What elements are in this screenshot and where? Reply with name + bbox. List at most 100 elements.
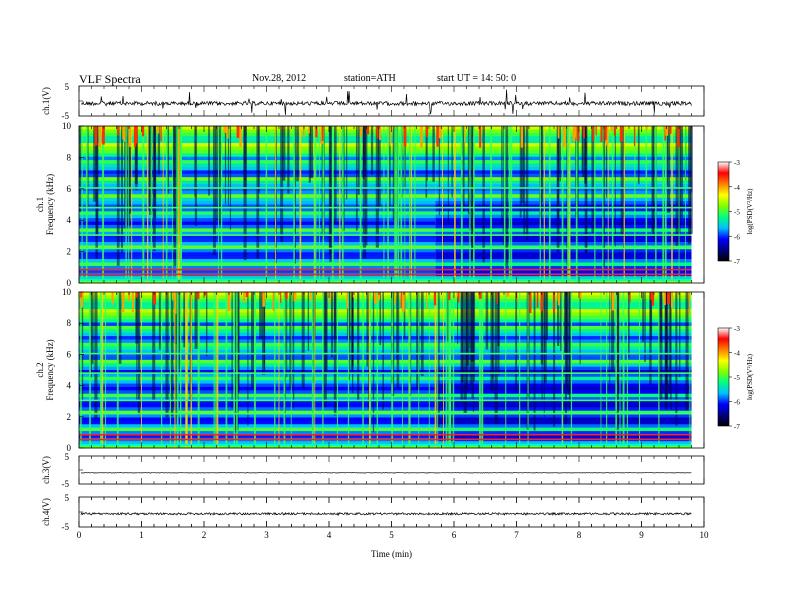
hot-spot [425, 292, 428, 310]
hot-spot [352, 292, 355, 298]
hot-spot [196, 292, 200, 300]
sferic-line [449, 292, 451, 448]
sferic-line [622, 292, 625, 448]
sferic-line [678, 126, 680, 283]
dark-streak [523, 126, 526, 237]
dark-streak [346, 126, 348, 200]
y-axis-label: Frequency (kHz) [45, 174, 55, 235]
hot-spot [378, 292, 381, 301]
sferic-line [397, 126, 400, 283]
dark-streak [582, 126, 585, 178]
hot-spot [160, 126, 162, 142]
band [435, 434, 692, 439]
band [79, 427, 436, 432]
tone-line [79, 372, 692, 374]
hot-spot [122, 292, 125, 313]
dark-streak [157, 126, 161, 175]
band [435, 339, 692, 344]
hot-spot [309, 292, 312, 301]
dark-streak [602, 126, 605, 267]
dark-streak [87, 126, 89, 207]
dark-streak [81, 292, 84, 401]
sferic-line [313, 126, 315, 283]
dark-streak [287, 126, 290, 194]
dark-streak [357, 126, 361, 195]
dark-streak [91, 292, 94, 365]
hot-spot [262, 292, 265, 307]
sferic-line [339, 126, 341, 283]
hot-spot [394, 292, 396, 306]
band [79, 339, 436, 344]
hot-spot [506, 292, 510, 297]
dark-streak [348, 292, 351, 381]
y-tick-label: 10 [62, 121, 72, 131]
hot-spot [633, 126, 636, 146]
colorbar-tick-label: -6 [734, 233, 740, 241]
sferic-line [179, 292, 182, 448]
tone-line [79, 273, 692, 276]
dark-streak [605, 126, 608, 198]
station-label: station=ATH [344, 73, 396, 84]
y-tick-label: 5 [65, 452, 70, 462]
band [79, 403, 436, 408]
dark-streak [382, 292, 384, 410]
hot-spot [605, 126, 607, 140]
dark-streak [396, 292, 400, 388]
dark-streak [194, 292, 198, 349]
hot-spot [373, 292, 377, 304]
sferic-line [481, 292, 483, 448]
tone-line [79, 412, 692, 415]
band [435, 325, 692, 330]
colorbar-label: log(PSD(V²/Hz) [746, 353, 754, 400]
sferic-line [401, 292, 403, 448]
x-tick-label: 1 [139, 530, 144, 540]
sferic-line [322, 292, 324, 448]
sferic-line [479, 292, 481, 448]
sferic-line [395, 126, 398, 283]
sferic-line [548, 126, 551, 283]
y-tick-label: 5 [65, 493, 70, 503]
dark-streak [243, 126, 247, 195]
hot-spot [448, 292, 451, 301]
dark-streak [301, 292, 305, 388]
y-tick-label: 6 [67, 184, 72, 194]
dark-streak [351, 292, 354, 367]
sferic-line [519, 292, 521, 448]
sferic-line [445, 292, 448, 448]
sferic-line [180, 126, 182, 283]
tone-line [79, 206, 692, 209]
sferic-line [233, 292, 236, 448]
dark-streak [208, 126, 210, 196]
band [79, 400, 436, 405]
sferic-line [278, 292, 280, 448]
dark-streak [568, 292, 571, 410]
hot-spot [433, 292, 436, 306]
colorbar-label: log(PSD(V²/Hz) [746, 188, 754, 235]
colorbar-tick-label: -6 [734, 399, 740, 407]
hot-spot [135, 292, 138, 298]
hot-spot [629, 292, 631, 303]
hot-spot [557, 126, 560, 139]
band [79, 390, 436, 395]
dark-streak [183, 292, 186, 348]
dark-streak [579, 292, 581, 365]
band [79, 370, 436, 374]
sferic-line [150, 126, 152, 283]
sferic-line [216, 292, 219, 448]
sferic-line [505, 292, 507, 448]
band [79, 315, 436, 320]
dark-streak [666, 126, 671, 213]
band [79, 434, 436, 439]
band [435, 363, 692, 367]
dark-streak [560, 292, 562, 351]
dark-streak [461, 126, 465, 212]
colorbar-tick-label: -5 [734, 209, 740, 217]
band [79, 265, 436, 270]
sferic-line [503, 126, 506, 283]
colorbar-tick-label: -4 [734, 350, 740, 358]
band [435, 308, 692, 313]
hot-spot [80, 292, 82, 298]
dark-streak [389, 126, 391, 211]
dark-streak [234, 292, 238, 433]
y-tick-label: 2 [67, 247, 72, 257]
